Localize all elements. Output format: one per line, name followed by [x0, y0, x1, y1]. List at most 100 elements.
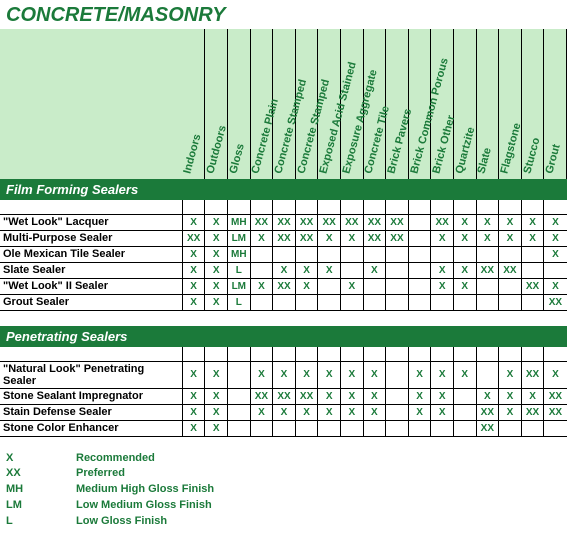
matrix-cell [363, 246, 386, 262]
column-header-label: Grout [544, 143, 563, 175]
matrix-cell [386, 278, 409, 294]
matrix-cell: X [476, 388, 499, 404]
matrix-cell: X [499, 361, 522, 388]
matrix-cell: XX [386, 230, 409, 246]
matrix-cell: X [205, 278, 228, 294]
matrix-cell [499, 294, 522, 310]
legend-text: Low Medium Gloss Finish [76, 499, 212, 511]
legend-row: MHMedium High Gloss Finish [6, 482, 561, 498]
column-header: Brick Other [431, 29, 454, 179]
column-header-label: Outdoors [205, 124, 229, 175]
column-header: Concrete Stamped [295, 29, 318, 179]
matrix-cell [363, 278, 386, 294]
matrix-cell: X [182, 361, 205, 388]
matrix-cell: LM [228, 278, 251, 294]
matrix-cell: X [521, 388, 544, 404]
legend-symbol: X [6, 451, 76, 467]
legend-row: XRecommended [6, 451, 561, 467]
matrix-cell [273, 294, 296, 310]
matrix-cell: X [250, 278, 273, 294]
matrix-cell [340, 262, 363, 278]
header-row: IndoorsOutdoorsGlossConcrete PlainConcre… [0, 29, 567, 179]
column-header: Indoors [182, 29, 205, 179]
column-header-label: Gloss [227, 142, 247, 175]
matrix-cell: X [363, 262, 386, 278]
matrix-cell: XX [273, 278, 296, 294]
matrix-cell: MH [228, 214, 251, 230]
matrix-cell: XX [521, 404, 544, 420]
matrix-cell: X [205, 230, 228, 246]
matrix-cell: X [499, 214, 522, 230]
matrix-cell [499, 246, 522, 262]
matrix-cell: X [521, 230, 544, 246]
matrix-cell [295, 294, 318, 310]
matrix-cell: X [544, 246, 567, 262]
matrix-cell [544, 262, 567, 278]
matrix-cell [386, 420, 409, 436]
compatibility-matrix: IndoorsOutdoorsGlossConcrete PlainConcre… [0, 29, 567, 437]
matrix-cell [453, 246, 476, 262]
matrix-cell: X [273, 262, 296, 278]
spacer-row [0, 200, 567, 214]
column-header: Concrete Tile [363, 29, 386, 179]
matrix-cell: X [499, 404, 522, 420]
matrix-cell: X [431, 361, 454, 388]
matrix-cell: X [205, 214, 228, 230]
matrix-cell: XX [250, 388, 273, 404]
gap-row [0, 310, 567, 326]
matrix-cell: XX [363, 214, 386, 230]
matrix-cell [340, 294, 363, 310]
matrix-cell [431, 246, 454, 262]
matrix-cell [408, 420, 431, 436]
matrix-cell [340, 420, 363, 436]
matrix-cell [408, 246, 431, 262]
matrix-cell: X [340, 230, 363, 246]
matrix-cell [521, 294, 544, 310]
matrix-cell: X [182, 278, 205, 294]
matrix-cell: X [340, 404, 363, 420]
column-header-label: Slate [476, 146, 494, 175]
column-header: Exposed Acid Stained [318, 29, 341, 179]
matrix-cell: X [295, 361, 318, 388]
matrix-cell: X [431, 404, 454, 420]
matrix-cell: X [544, 361, 567, 388]
column-header: Grout [544, 29, 567, 179]
matrix-cell [476, 246, 499, 262]
matrix-cell: X [476, 230, 499, 246]
matrix-cell: XX [250, 214, 273, 230]
legend: XRecommendedXXPreferredMHMedium High Glo… [0, 437, 567, 537]
spacer-row [0, 347, 567, 361]
matrix-cell: X [408, 388, 431, 404]
matrix-cell [250, 294, 273, 310]
matrix-cell [408, 294, 431, 310]
matrix-cell: X [205, 246, 228, 262]
column-header: Gloss [228, 29, 251, 179]
matrix-cell [295, 246, 318, 262]
table-row: Stain Defense SealerXXXXXXXXXXXXXXXXX [0, 404, 567, 420]
matrix-cell: MH [228, 246, 251, 262]
matrix-cell: XX [521, 361, 544, 388]
matrix-cell: X [273, 404, 296, 420]
table-row: Slate SealerXXLXXXXXXXXXX [0, 262, 567, 278]
matrix-cell: X [544, 214, 567, 230]
matrix-cell: X [295, 262, 318, 278]
matrix-cell: X [295, 404, 318, 420]
matrix-cell [363, 420, 386, 436]
matrix-cell: X [250, 230, 273, 246]
matrix-cell [318, 246, 341, 262]
matrix-cell: XX [431, 214, 454, 230]
matrix-cell: X [431, 388, 454, 404]
matrix-cell: XX [318, 214, 341, 230]
matrix-cell: X [182, 214, 205, 230]
matrix-cell: X [544, 278, 567, 294]
matrix-cell [521, 420, 544, 436]
section-title: Penetrating Sealers [0, 326, 567, 347]
matrix-cell [295, 420, 318, 436]
product-label: Stain Defense Sealer [0, 404, 182, 420]
matrix-cell: X [453, 214, 476, 230]
matrix-cell: X [453, 262, 476, 278]
product-label: "Wet Look" Lacquer [0, 214, 182, 230]
matrix-cell [431, 294, 454, 310]
matrix-cell: XX [363, 230, 386, 246]
matrix-cell [386, 404, 409, 420]
